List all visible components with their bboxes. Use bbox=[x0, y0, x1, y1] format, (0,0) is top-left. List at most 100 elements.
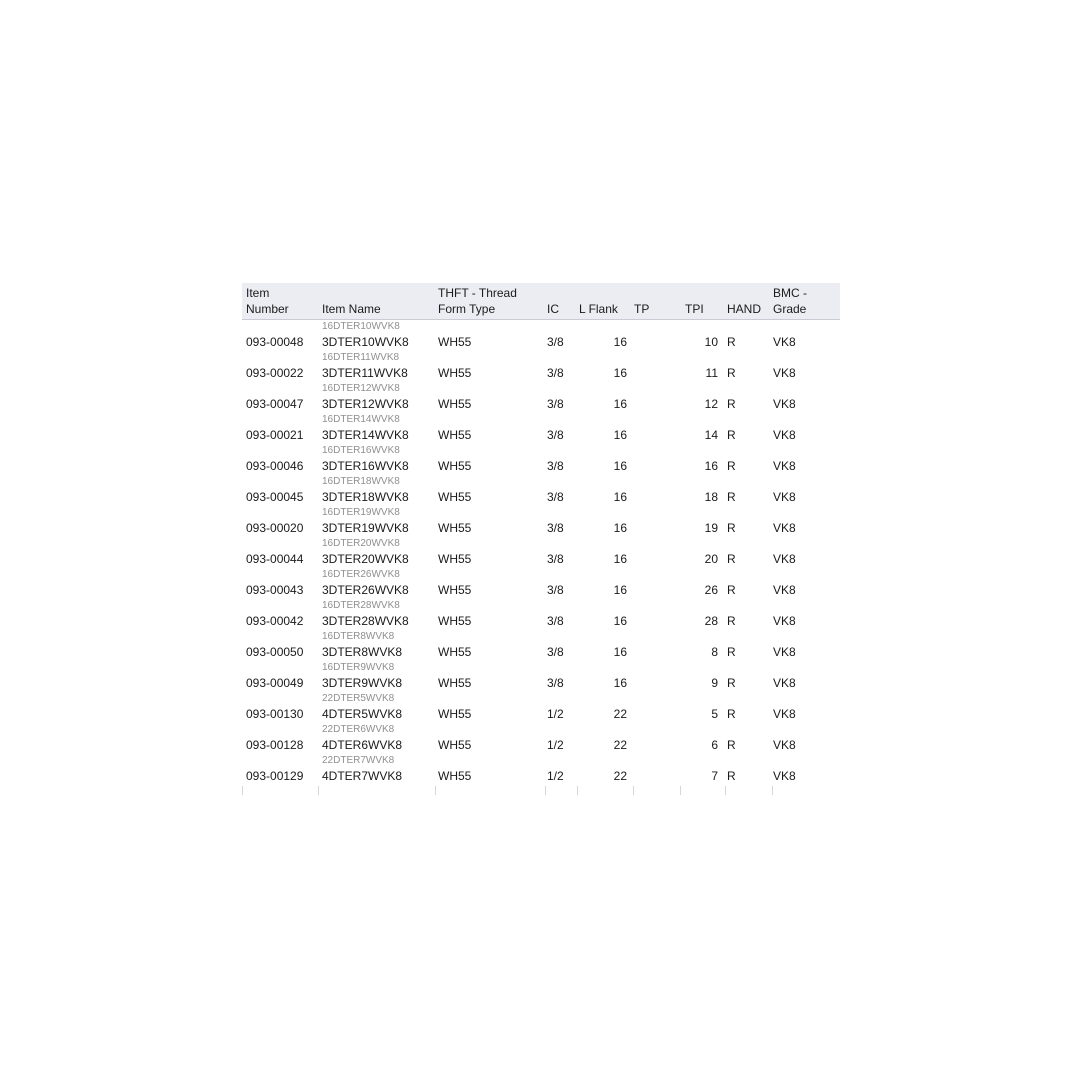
item-sublabel: 16DTER12WVK8 bbox=[322, 383, 400, 394]
cell-l-flank: 16 bbox=[613, 366, 627, 380]
column-tick bbox=[242, 786, 318, 795]
cell-ic: 3/8 bbox=[547, 397, 564, 411]
cell-grade: VK8 bbox=[773, 397, 796, 411]
cell-thft: WH55 bbox=[438, 552, 472, 566]
cell-grade: VK8 bbox=[773, 490, 796, 504]
table-body: 16DTER10WVK8 093-00048 3DTER10WVK8 WH55 3/8 1… bbox=[242, 320, 840, 785]
cell-hand: R bbox=[727, 428, 736, 442]
table-row[interactable]: 093-00044 3DTER20WVK8 WH55 3/8 16 20 R VK8 bbox=[242, 550, 840, 568]
cell-ic: 1/2 bbox=[547, 738, 564, 752]
cell-item-number: 093-00047 bbox=[246, 397, 304, 411]
cell-tp bbox=[633, 674, 680, 692]
cell-item-number: 093-00050 bbox=[246, 645, 304, 659]
cell-item-number: 093-00045 bbox=[246, 490, 304, 504]
cell-item-name: 3DTER19WVK8 bbox=[322, 521, 409, 535]
item-sublabel: 16DTER9WVK8 bbox=[322, 662, 395, 673]
cell-ic: 1/2 bbox=[547, 707, 564, 721]
column-header-line2: HAND bbox=[727, 302, 762, 316]
table-row[interactable]: 093-00128 4DTER6WVK8 WH55 1/2 22 6 R VK8 bbox=[242, 736, 840, 754]
table-row[interactable]: 093-00045 3DTER18WVK8 WH55 3/8 16 18 R VK8 bbox=[242, 488, 840, 506]
column-header-ic: IC bbox=[545, 283, 577, 319]
row-block: 16DTER26WVK8 093-00043 3DTER26WVK8 WH55 3/8 1… bbox=[242, 568, 840, 599]
cell-ic: 3/8 bbox=[547, 335, 564, 349]
cell-ic: 3/8 bbox=[547, 428, 564, 442]
cell-item-number: 093-00046 bbox=[246, 459, 304, 473]
cell-l-flank: 16 bbox=[613, 459, 627, 473]
items-table: Item Number Item Name THFT - Thread Form Typ… bbox=[242, 283, 840, 795]
cell-grade: VK8 bbox=[773, 707, 796, 721]
cell-tpi: 7 bbox=[711, 769, 718, 783]
cell-item-name: 3DTER10WVK8 bbox=[322, 335, 409, 349]
row-block: 16DTER28WVK8 093-00042 3DTER28WVK8 WH55 3/8 1… bbox=[242, 599, 840, 630]
row-block: 16DTER10WVK8 093-00048 3DTER10WVK8 WH55 3/8 1… bbox=[242, 320, 840, 351]
cell-item-name: 3DTER18WVK8 bbox=[322, 490, 409, 504]
column-tick bbox=[725, 786, 772, 795]
column-header-line2: Item Name bbox=[322, 302, 381, 316]
row-block: 16DTER11WVK8 093-00022 3DTER11WVK8 WH55 3/8 1… bbox=[242, 351, 840, 382]
cell-l-flank: 16 bbox=[613, 335, 627, 349]
table-row[interactable]: 093-00047 3DTER12WVK8 WH55 3/8 16 12 R VK8 bbox=[242, 395, 840, 413]
table-row[interactable]: 093-00049 3DTER9WVK8 WH55 3/8 16 9 R VK8 bbox=[242, 674, 840, 692]
row-block: 16DTER19WVK8 093-00020 3DTER19WVK8 WH55 3/8 1… bbox=[242, 506, 840, 537]
column-header-hand: HAND bbox=[725, 283, 772, 319]
cell-ic: 1/2 bbox=[547, 769, 564, 783]
cell-thft: WH55 bbox=[438, 335, 472, 349]
cell-item-name: 3DTER26WVK8 bbox=[322, 583, 409, 597]
cell-item-number: 093-00128 bbox=[246, 738, 304, 752]
row-block: 22DTER7WVK8 093-00129 4DTER7WVK8 WH55 1/2 22 7… bbox=[242, 754, 840, 785]
column-header-line1: BMC - bbox=[773, 286, 807, 300]
cell-l-flank: 16 bbox=[613, 397, 627, 411]
row-block: 16DTER14WVK8 093-00021 3DTER14WVK8 WH55 3/8 1… bbox=[242, 413, 840, 444]
cell-ic: 3/8 bbox=[547, 645, 564, 659]
cell-thft: WH55 bbox=[438, 459, 472, 473]
cell-ic: 3/8 bbox=[547, 366, 564, 380]
table-row[interactable]: 093-00050 3DTER8WVK8 WH55 3/8 16 8 R VK8 bbox=[242, 643, 840, 661]
cell-tpi: 14 bbox=[704, 428, 718, 442]
table-row[interactable]: 093-00022 3DTER11WVK8 WH55 3/8 16 11 R VK8 bbox=[242, 364, 840, 382]
column-header-item-name: Item Name bbox=[318, 283, 435, 319]
column-header-line2: TP bbox=[634, 302, 650, 316]
item-sublabel: 16DTER19WVK8 bbox=[322, 507, 400, 518]
table-row[interactable]: 093-00130 4DTER5WVK8 WH55 1/2 22 5 R VK8 bbox=[242, 705, 840, 723]
table-row[interactable]: 093-00046 3DTER16WVK8 WH55 3/8 16 16 R VK8 bbox=[242, 457, 840, 475]
cell-grade: VK8 bbox=[773, 428, 796, 442]
row-block: 16DTER9WVK8 093-00049 3DTER9WVK8 WH55 3/8 16 9… bbox=[242, 661, 840, 692]
table-row[interactable]: 093-00020 3DTER19WVK8 WH55 3/8 16 19 R VK8 bbox=[242, 519, 840, 537]
cell-tpi: 9 bbox=[711, 676, 718, 690]
cell-tp bbox=[633, 426, 680, 444]
cell-ic: 3/8 bbox=[547, 490, 564, 504]
cell-tp bbox=[633, 736, 680, 754]
row-block: 16DTER12WVK8 093-00047 3DTER12WVK8 WH55 3/8 1… bbox=[242, 382, 840, 413]
cell-hand: R bbox=[727, 583, 736, 597]
item-sublabel: 22DTER5WVK8 bbox=[322, 693, 395, 704]
cell-hand: R bbox=[727, 738, 736, 752]
row-block: 16DTER8WVK8 093-00050 3DTER8WVK8 WH55 3/8 16 8… bbox=[242, 630, 840, 661]
cell-hand: R bbox=[727, 459, 736, 473]
cell-tp bbox=[633, 705, 680, 723]
table-row[interactable]: 093-00021 3DTER14WVK8 WH55 3/8 16 14 R VK8 bbox=[242, 426, 840, 444]
item-sublabel: 16DTER10WVK8 bbox=[322, 321, 400, 332]
table-row[interactable]: 093-00042 3DTER28WVK8 WH55 3/8 16 28 R VK8 bbox=[242, 612, 840, 630]
cell-tp bbox=[633, 581, 680, 599]
cell-ic: 3/8 bbox=[547, 552, 564, 566]
cell-thft: WH55 bbox=[438, 614, 472, 628]
cell-item-number: 093-00042 bbox=[246, 614, 304, 628]
cell-tpi: 5 bbox=[711, 707, 718, 721]
table-row[interactable]: 093-00043 3DTER26WVK8 WH55 3/8 16 26 R VK8 bbox=[242, 581, 840, 599]
table-row[interactable]: 093-00129 4DTER7WVK8 WH55 1/2 22 7 R VK8 bbox=[242, 767, 840, 785]
cell-tpi: 10 bbox=[704, 335, 718, 349]
table-row[interactable]: 093-00048 3DTER10WVK8 WH55 3/8 16 10 R VK8 bbox=[242, 333, 840, 351]
column-header-line2: Form Type bbox=[438, 302, 496, 316]
cell-l-flank: 16 bbox=[613, 521, 627, 535]
cell-item-name: 4DTER7WVK8 bbox=[322, 769, 403, 783]
cell-l-flank: 16 bbox=[613, 428, 627, 442]
cell-item-number: 093-00130 bbox=[246, 707, 304, 721]
cell-item-number: 093-00048 bbox=[246, 335, 304, 349]
cell-ic: 3/8 bbox=[547, 676, 564, 690]
cell-thft: WH55 bbox=[438, 397, 472, 411]
cell-grade: VK8 bbox=[773, 459, 796, 473]
cell-thft: WH55 bbox=[438, 490, 472, 504]
cell-hand: R bbox=[727, 552, 736, 566]
cell-ic: 3/8 bbox=[547, 614, 564, 628]
